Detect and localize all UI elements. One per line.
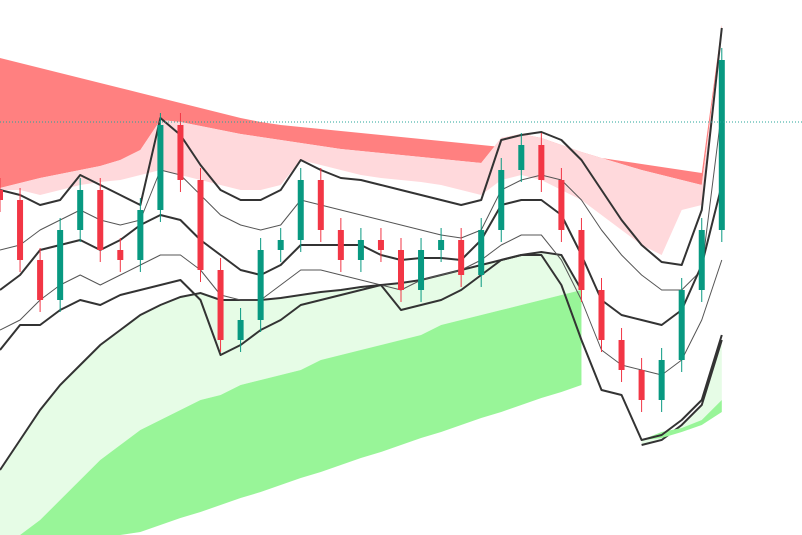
candle-body	[658, 360, 665, 400]
candle-body	[418, 250, 425, 290]
candle-body	[317, 180, 324, 230]
candle-body	[478, 230, 485, 275]
candle-body	[357, 240, 364, 260]
band-area	[0, 252, 582, 535]
candle-body	[538, 145, 545, 180]
candle-body	[277, 240, 284, 250]
candle-body	[518, 145, 525, 170]
indicator-line	[0, 254, 723, 441]
candle-body	[638, 370, 645, 400]
band-area	[641, 400, 722, 440]
candle-body	[177, 125, 184, 180]
candle-body	[678, 290, 685, 360]
candle-body	[237, 320, 244, 340]
candle-body	[698, 230, 705, 290]
candle-body	[558, 180, 565, 230]
candle-body	[498, 170, 505, 230]
candle-body	[97, 190, 104, 250]
candle-body	[157, 125, 164, 210]
candle-body	[598, 290, 605, 340]
candle-body	[618, 340, 625, 370]
band-edge	[641, 339, 723, 446]
indicator-line	[0, 27, 723, 266]
candle-body	[217, 270, 224, 340]
candle-body	[197, 180, 204, 270]
candle-body	[397, 250, 405, 290]
candle-body	[257, 250, 264, 320]
indicator-line	[0, 109, 723, 291]
candle-body	[337, 230, 344, 260]
candle-body	[438, 240, 445, 250]
band-area	[0, 290, 582, 535]
candle-body	[0, 190, 4, 200]
candle-body	[77, 190, 84, 230]
candle-body	[17, 200, 24, 260]
candle-body	[297, 180, 304, 240]
band-area	[0, 28, 722, 255]
candle-body	[57, 230, 64, 300]
candle-body	[377, 240, 384, 250]
candle-body	[137, 210, 144, 260]
candle-body	[117, 250, 124, 260]
band-edge	[0, 250, 583, 471]
candle-body	[718, 60, 725, 230]
candle-body	[37, 260, 44, 300]
candle-body	[578, 230, 585, 290]
band-area	[641, 340, 722, 445]
candle-body	[458, 240, 465, 275]
